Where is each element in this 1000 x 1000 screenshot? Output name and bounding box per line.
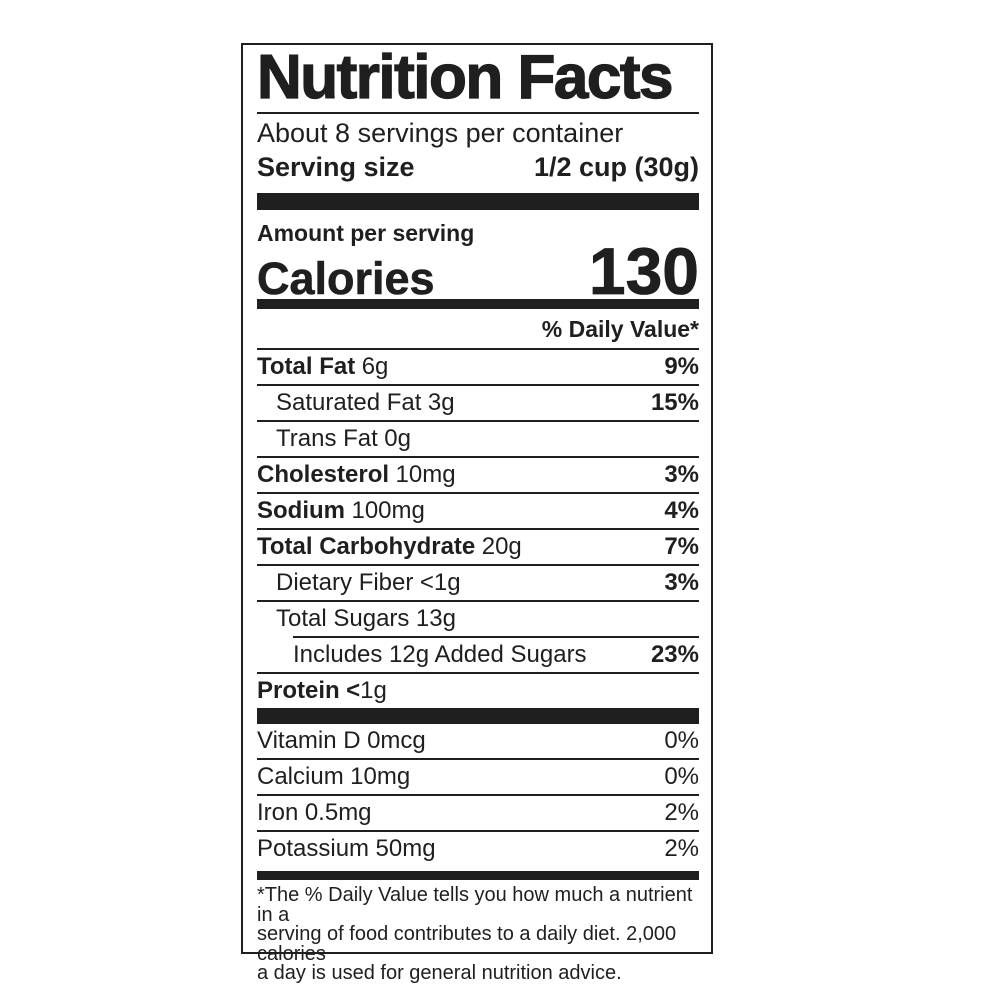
- vitamin-name: Calcium: [257, 763, 344, 790]
- nutrient-row-protein: Protein <1g: [257, 674, 699, 708]
- nutrient-daily-value: 9%: [664, 353, 699, 380]
- nutrient-row-cholesterol: Cholesterol 10mg 3%: [257, 458, 699, 494]
- nutrient-daily-value: 3%: [664, 461, 699, 488]
- nutrient-row-total-fat: Total Fat 6g 9%: [257, 350, 699, 386]
- nutrient-amount: 0g: [384, 425, 411, 452]
- serving-size-label: Serving size: [257, 152, 415, 182]
- nutrient-amount-sign: <: [346, 677, 361, 704]
- nutrient-row-total-sugars: Total Sugars 13g: [257, 602, 699, 636]
- inset-divider-added-sugars: [293, 636, 699, 638]
- vitamin-row-iron: Iron 0.5mg 2%: [257, 796, 699, 832]
- nutrient-name: Total Sugars: [276, 605, 410, 632]
- vitamin-amount: 50mg: [375, 835, 436, 862]
- servings-per-container: About 8 servings per container: [257, 118, 624, 148]
- vitamin-daily-value: 2%: [664, 835, 699, 862]
- calories-value: 130: [588, 234, 699, 308]
- nutrient-name: Trans Fat: [276, 425, 378, 452]
- nutrient-amount: 20g: [481, 533, 522, 560]
- vitamin-amount: 10mg: [350, 763, 411, 790]
- footnote-line: serving of food contributes to a daily d…: [257, 923, 677, 965]
- nutrient-daily-value: 15%: [650, 389, 699, 416]
- nutrient-name: Total Carbohydrate: [257, 533, 476, 560]
- nutrient-name: Protein: [257, 677, 340, 704]
- footnote-line: a day is used for general nutrition advi…: [257, 962, 622, 984]
- vitamin-row-potassium: Potassium 50mg 2%: [257, 832, 699, 866]
- vitamin-row-calcium: Calcium 10mg 0%: [257, 760, 699, 796]
- vitamin-name: Potassium: [257, 835, 370, 862]
- medium-divider-calories: [257, 299, 699, 309]
- nutrient-row-trans-fat: Trans Fat 0g: [257, 422, 699, 458]
- thick-divider-top: [257, 193, 699, 210]
- nutrient-amount: 10mg: [395, 461, 456, 488]
- vitamin-amount: 0.5mg: [304, 799, 372, 826]
- vitamin-amount: 0mcg: [367, 727, 426, 754]
- nutrient-name: Includes 12g Added Sugars: [293, 641, 587, 668]
- nutrient-row-total-carbohydrate: Total Carbohydrate 20g 7%: [257, 530, 699, 566]
- serving-size-row: Serving size 1/2 cup (30g): [257, 150, 699, 184]
- nutrient-name: Saturated Fat: [276, 389, 422, 416]
- thick-divider-protein: [257, 708, 699, 724]
- nutrient-name: Dietary Fiber: [276, 569, 414, 596]
- calories-label: Calories: [257, 253, 435, 305]
- nutrient-name: Cholesterol: [257, 461, 390, 488]
- daily-value-header: % Daily Value*: [257, 309, 699, 350]
- medium-divider-footnote: [257, 871, 699, 880]
- vitamin-name: Vitamin D: [257, 727, 361, 754]
- calories-row: Calories 130: [257, 234, 700, 308]
- nutrient-name: Total Fat: [257, 353, 356, 380]
- vitamin-daily-value: 0%: [664, 763, 699, 790]
- nutrient-row-sodium: Sodium 100mg 4%: [257, 494, 699, 530]
- serving-size-value: 1/2 cup (30g): [533, 152, 699, 182]
- nutrient-row-saturated-fat: Saturated Fat 3g 15%: [257, 386, 699, 422]
- vitamin-daily-value: 2%: [664, 799, 699, 826]
- nutrient-amount: 1g: [360, 677, 387, 704]
- nutrient-amount: <1g: [419, 569, 461, 596]
- nutrient-amount: 6g: [361, 353, 389, 380]
- nutrient-amount: 100mg: [351, 497, 425, 524]
- footnote-line: *The % Daily Value tells you how much a …: [257, 884, 693, 926]
- nutrient-daily-value: 23%: [650, 641, 699, 668]
- vitamins-section: Vitamin D 0mcg 0% Calcium 10mg 0% Iron 0.5m…: [257, 724, 699, 866]
- nutrition-facts-label: Nutrition Facts About 8 servings per con…: [241, 43, 713, 983]
- nutrient-amount: 13g: [415, 605, 456, 632]
- nutrient-daily-value: 4%: [664, 497, 699, 524]
- nutrient-daily-value: 7%: [664, 533, 699, 560]
- nutrient-daily-value: 3%: [664, 569, 699, 596]
- nutrient-row-dietary-fiber: Dietary Fiber <1g 3%: [257, 566, 699, 602]
- nutrient-amount: 3g: [427, 389, 455, 416]
- label-title: Nutrition Facts: [256, 46, 699, 114]
- amount-per-serving-label: Amount per serving: [257, 220, 475, 246]
- daily-value-footnote: *The % Daily Value tells you how much a …: [257, 884, 699, 984]
- vitamin-row-vitamin-d: Vitamin D 0mcg 0%: [257, 724, 699, 760]
- vitamin-daily-value: 0%: [664, 727, 699, 754]
- vitamin-name: Iron: [257, 799, 299, 826]
- nutrient-row-added-sugars: Includes 12g Added Sugars 23%: [257, 638, 699, 674]
- nutrient-name: Sodium: [257, 497, 345, 524]
